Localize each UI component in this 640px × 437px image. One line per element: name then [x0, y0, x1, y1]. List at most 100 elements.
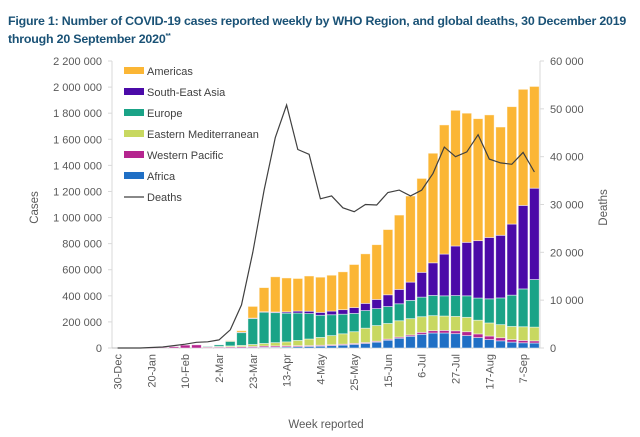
bar-segment-africa: Africa 25-May: 28000 — [348, 343, 360, 349]
bar-segment-europe: Europe 6-Apr: 230000 — [270, 312, 281, 344]
bar-segment-americas: Americas 22-Jun: 570000 — [393, 214, 405, 290]
bar-segment-europe: Europe 4-May: 170000 — [315, 314, 326, 338]
bar-segment-eastern-mediterranean: Eastern Mediterranean 13-Jul: 115000 — [427, 315, 439, 332]
bar-segment-south-east-asia: South-East Asia 25-May: 45000 — [348, 307, 360, 314]
bar-segment-south-east-asia: South-East Asia 20-Jul: 320000 — [439, 253, 450, 297]
legend-label: Africa — [147, 171, 176, 183]
bar-stack-30-Mar: Africa 30-Mar: 5000Western Pacific 30-Ma… — [258, 287, 270, 349]
axes: 0 200 000 400 000 600 000 800 000 1 000 000 1 … — [53, 56, 584, 391]
bar-segment-europe: Europe 20-Apr: 210000 — [292, 312, 304, 341]
bar-stack-16-Mar: Africa 16-Mar: 1000Western Pacific 16-Ma… — [236, 330, 247, 349]
x-tick-label: 27-Jul — [451, 354, 463, 384]
bar-stack-6-Apr: Africa 6-Apr: 6000Western Pacific 6-Apr:… — [270, 276, 281, 349]
legend-item-western-pacific: Western Pacific — [124, 150, 224, 162]
bar-stack-24-Aug: Africa 24-Aug: 55000Western Pacific 24-A… — [495, 126, 506, 349]
legend-item-deaths: Deaths — [124, 192, 182, 204]
bar-segment-south-east-asia: South-East Asia 11-May: 28000 — [326, 310, 337, 316]
y2-tick-label: 20 000 — [550, 247, 584, 259]
bar-segment-south-east-asia: South-East Asia 1-Jun: 55000 — [360, 302, 371, 311]
x-tick-label: 30-Dec — [113, 354, 125, 390]
bar-segment-europe: Europe 10-Aug: 170000 — [472, 297, 484, 321]
bar-segment-americas: Americas 30-Mar: 185000 — [258, 287, 270, 313]
y-tick-label: 400 000 — [62, 291, 102, 303]
bar-stack-7-Sep: Africa 7-Sep: 40000Western Pacific 7-Sep… — [517, 88, 529, 349]
bar-stack-27-Apr: Africa 27-Apr: 12000Western Pacific 27-A… — [303, 275, 315, 349]
bar-stack-9-Mar: Western Pacific 9-Mar: 8000Eastern Medit… — [225, 340, 236, 349]
bar-segment-americas: Americas 13-Jul: 840000 — [427, 152, 439, 264]
bar-segment-europe: Europe 15-Jun: 130000 — [382, 306, 394, 324]
x-tick-label: 17-Aug — [484, 354, 496, 389]
bar-stack-17-Aug: Africa 17-Aug: 65000Western Pacific 17-A… — [484, 114, 495, 349]
bar-segment-eastern-mediterranean: Eastern Mediterranean 22-Jun: 125000 — [393, 320, 405, 338]
x-tick-label: 25-May — [349, 354, 361, 391]
bar-segment-africa: Africa 17-Aug: 65000 — [484, 339, 495, 349]
x-axis-title: Week reported — [288, 419, 363, 431]
bar-segment-south-east-asia: South-East Asia 24-Aug: 480000 — [495, 234, 506, 299]
bar-segment-americas: Americas 20-Apr: 250000 — [292, 278, 304, 312]
bar-segment-south-east-asia: South-East Asia 14-Sep: 700000 — [529, 187, 540, 280]
bar-segment-europe: Europe 14-Sep: 365000 — [529, 279, 540, 328]
bar-segment-south-east-asia: South-East Asia 13-Jul: 250000 — [427, 262, 439, 296]
bar-segment-south-east-asia: South-East Asia 15-Jun: 90000 — [382, 294, 394, 307]
bar-segment-americas: Americas 3-Aug: 990000 — [461, 112, 473, 243]
bar-segment-europe: Europe 24-Aug: 205000 — [495, 297, 506, 326]
y2-tick-label: 60 000 — [550, 56, 584, 68]
bar-segment-eastern-mediterranean: Eastern Mediterranean 14-Sep: 105000 — [529, 326, 540, 342]
x-tick-label: 2-Mar — [214, 354, 226, 383]
bar-segment-americas: Americas 6-Apr: 270000 — [270, 276, 281, 313]
bar-segment-europe: Europe 31-Aug: 240000 — [506, 294, 518, 327]
bar-segment-africa: Africa 6-Jul: 105000 — [416, 333, 427, 349]
bar-segment-africa: Africa 13-Jul: 115000 — [427, 332, 439, 349]
bar-stack-4-May: Africa 4-May: 14000Western Pacific 4-May… — [315, 276, 326, 349]
legend-item-africa: Africa — [124, 171, 176, 183]
bar-stack-25-May: Africa 25-May: 28000Western Pacific 25-M… — [348, 264, 360, 349]
bar-stack-3-Aug: Africa 3-Aug: 95000Western Pacific 3-Aug… — [461, 112, 473, 349]
bar-segment-eastern-mediterranean: Eastern Mediterranean 25-May: 90000 — [348, 331, 360, 344]
bar-segment-africa: Africa 29-Jun: 90000 — [405, 335, 416, 349]
legend-swatch-south-east-asia — [124, 88, 144, 95]
bar-segment-africa: Africa 20-Jul: 115000 — [439, 332, 450, 349]
y2-tick-label: 10 000 — [550, 295, 584, 307]
axis-labels: Week reported Cases Deaths — [29, 189, 610, 431]
legend-item-americas: Americas — [124, 66, 193, 78]
bar-segment-africa: Africa 27-Jul: 110000 — [450, 333, 461, 349]
bar-stacks: Western Pacific 13-Jan: 1000Western Paci… — [134, 86, 540, 349]
bar-segment-americas: Americas 10-Aug: 935000 — [472, 118, 484, 242]
legend-item-europe: Europe — [124, 108, 182, 120]
bar-segment-americas: Americas 6-Jul: 720000 — [416, 178, 427, 273]
legend-swatch-europe — [124, 109, 144, 116]
bar-segment-eastern-mediterranean: Eastern Mediterranean 11-May: 70000 — [326, 335, 337, 346]
bar-segment-americas: Americas 18-May: 290000 — [337, 271, 349, 311]
y-tick-label: 1 200 000 — [53, 186, 102, 198]
legend-item-south-east-asia: South-East Asia — [124, 87, 226, 99]
y-tick-label: 2 200 000 — [53, 56, 102, 68]
bar-segment-europe: Europe 6-Jul: 150000 — [416, 296, 427, 318]
bar-segment-eastern-mediterranean: Eastern Mediterranean 7-Sep: 105000 — [517, 326, 529, 341]
y2-tick-label: 50 000 — [550, 104, 584, 116]
x-tick-label: 13-Apr — [282, 354, 294, 387]
bar-stack-2-Mar: Western Pacific 2-Mar: 7000Eastern Medit… — [213, 344, 225, 349]
bar-segment-eastern-mediterranean: Eastern Mediterranean 29-Jun: 125000 — [405, 318, 416, 336]
y2-tick-label: 40 000 — [550, 152, 584, 164]
